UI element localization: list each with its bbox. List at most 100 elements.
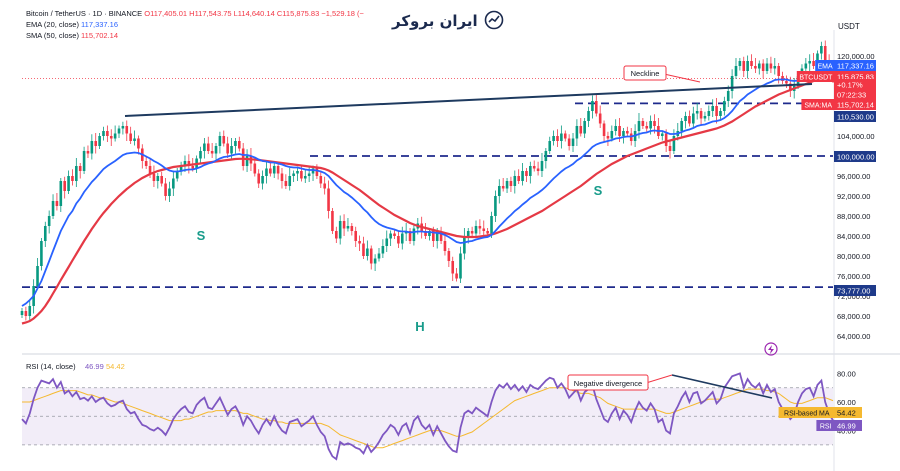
price-tag-value: 07:22:33 (837, 91, 866, 100)
candle-body (556, 136, 559, 141)
price-tag-bg (834, 111, 876, 122)
candle-body (664, 133, 668, 146)
candle-body (699, 111, 703, 119)
price-tag-bg (834, 60, 876, 71)
rsi-tag-label: RSI (820, 424, 832, 431)
candle-body (707, 111, 711, 116)
candle-body (94, 141, 98, 146)
candle-body (544, 151, 548, 161)
sma-legend-value: 115,702.14 (81, 31, 119, 40)
currency-label: USDT (838, 22, 860, 31)
candle-body (152, 173, 156, 181)
candle-body (319, 176, 323, 184)
candle-body (591, 101, 594, 111)
candle-body (459, 253, 462, 279)
candle-body (443, 241, 447, 251)
candle-body (583, 121, 586, 134)
candle-body (75, 166, 78, 181)
candle-body (218, 136, 222, 146)
candle-body (358, 241, 361, 244)
rsi-ma-line (22, 387, 834, 449)
candle-body (377, 253, 381, 259)
candle-body (703, 116, 707, 119)
candle-body (191, 166, 195, 169)
rsi-tick-label: 60.00 (837, 398, 856, 407)
candle-body (121, 126, 125, 129)
candle-body (645, 126, 649, 129)
candle-body (726, 91, 730, 101)
price-tag-value: 110,530.00 (837, 113, 874, 122)
candle-body (567, 138, 571, 146)
candle-body (439, 233, 443, 241)
candle-body (622, 131, 625, 136)
candle-body (560, 133, 563, 141)
candle-body (67, 176, 70, 191)
candle-body (24, 311, 28, 316)
candle-body (408, 231, 412, 241)
candle-body (606, 136, 610, 139)
candle-body (563, 133, 567, 139)
candle-body (51, 201, 55, 216)
ema-legend-name: EMA (20, close) (26, 20, 79, 29)
candle-body (323, 183, 326, 189)
candle-body (688, 116, 691, 124)
candle-body (517, 176, 520, 181)
divergence-callout-box (567, 374, 649, 391)
candle-body (148, 166, 152, 174)
rsi-tick-label: 80.00 (837, 369, 856, 378)
candle-body (160, 176, 163, 184)
neckline-label: Neckline (631, 69, 660, 78)
price-tag-bg (834, 99, 876, 110)
candle-body (82, 151, 86, 171)
candle-body (548, 141, 552, 151)
divergence-line (671, 374, 773, 399)
price-tag-value: 73,777.00 (837, 287, 870, 296)
candle-body (730, 76, 734, 91)
candle-body (164, 183, 167, 196)
candle-body (137, 138, 140, 149)
candle-body (757, 63, 761, 69)
candle-body (300, 171, 303, 179)
candle-body (47, 216, 51, 226)
price-tick-label: 104,000.00 (837, 132, 875, 141)
candle-body (470, 231, 474, 234)
candle-body (331, 211, 334, 231)
candle-body (482, 228, 486, 231)
candle-body (350, 226, 354, 231)
candle-body (598, 113, 602, 124)
brand-logo-icon (484, 10, 504, 30)
candle-body (393, 233, 396, 236)
price-tick-label: 76,000.00 (837, 272, 870, 281)
head-label: H (415, 319, 424, 334)
candle-body (179, 166, 183, 171)
rsi-tag-label-bg (816, 420, 835, 431)
candle-body (466, 231, 470, 236)
candle-body (521, 171, 524, 181)
candle-body (385, 238, 389, 246)
candle-body (199, 151, 202, 159)
candle-body (501, 186, 505, 189)
candle-body (769, 63, 773, 69)
candle-body (614, 126, 617, 131)
candle-body (812, 61, 815, 66)
candle-body (342, 221, 346, 229)
candle-body (529, 166, 532, 176)
price-tag-label-bg (801, 99, 835, 110)
price-tag-label: BTCUSDT (799, 75, 833, 82)
price-tick-label: 84,000.00 (837, 232, 870, 241)
candle-body (335, 231, 338, 239)
candle-body (59, 181, 63, 206)
ema20-line (21, 68, 834, 307)
candle-body (63, 181, 66, 191)
candle-body (234, 141, 237, 146)
candle-body (230, 146, 233, 154)
candle-body (90, 141, 94, 154)
candle-body (746, 61, 749, 71)
candle-body (117, 128, 121, 134)
candle-body (253, 163, 257, 174)
price-tag-label-bg (815, 60, 835, 71)
candle-body (579, 126, 583, 134)
candle-body (40, 241, 43, 266)
candle-body (525, 171, 528, 176)
